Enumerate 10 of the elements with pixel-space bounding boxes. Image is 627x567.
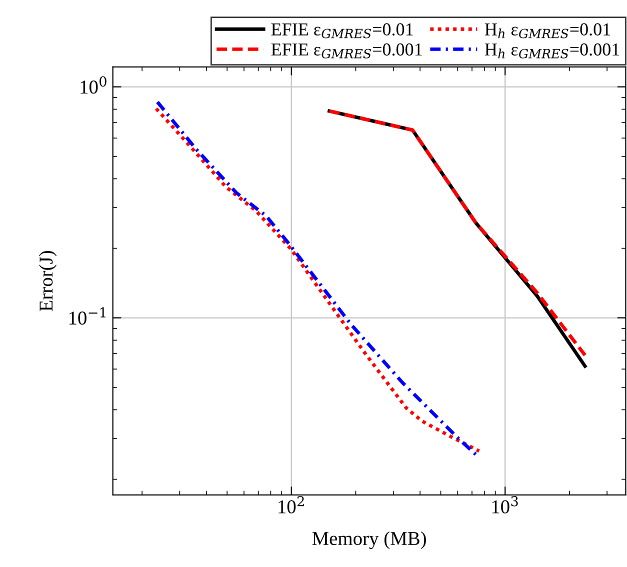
legend-label: H$_{h}$ ε$_{GMRES}$=0.01 bbox=[484, 23, 610, 38]
y-tick-label: 10$^{0}$ bbox=[80, 76, 106, 94]
y-axis-title: Error(J) bbox=[39, 251, 57, 312]
x-tick-label: 10$^{3}$ bbox=[492, 496, 518, 514]
legend-label: H$_{h}$ ε$_{GMRES}$=0.001 bbox=[484, 43, 620, 58]
x-axis-title: Memory (MB) bbox=[312, 531, 426, 550]
legend-label: EFIE ε$_{GMRES}$=0.001 bbox=[271, 43, 422, 58]
y-tick-label: 10$^{−1}$ bbox=[69, 307, 106, 325]
x-tick-label: 10$^{2}$ bbox=[278, 496, 304, 514]
legend-label: EFIE ε$_{GMRES}$=0.01 bbox=[271, 23, 413, 38]
